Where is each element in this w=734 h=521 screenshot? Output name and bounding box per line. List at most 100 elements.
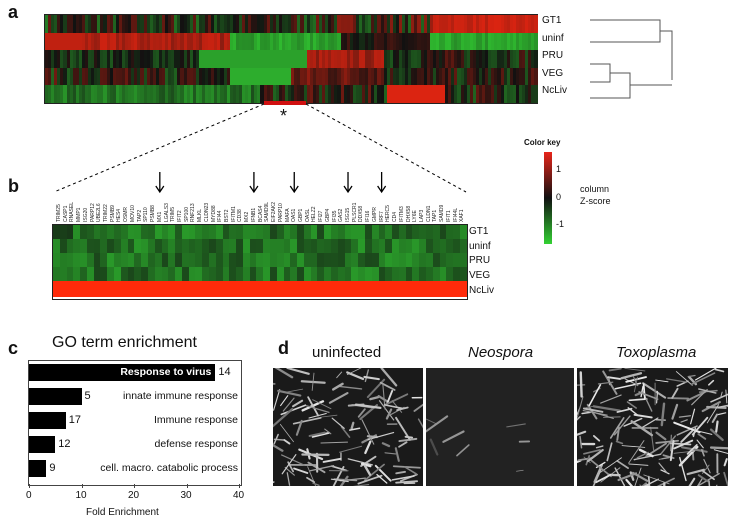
heatmap-cell [134, 15, 138, 33]
heatmap-cell [143, 32, 147, 51]
heatmap-cell [368, 15, 372, 33]
heatmap-cell [134, 267, 142, 281]
heatmap-cell [408, 85, 412, 103]
heatmap-cell [439, 85, 443, 103]
heatmap-cell [214, 32, 218, 51]
heatmap-cell [93, 281, 101, 297]
heatmap-cell [472, 15, 476, 33]
gene-label: RNF213 [190, 203, 197, 222]
heatmap-cell [432, 239, 440, 253]
fluorescent-cell [273, 443, 284, 452]
cluster-highlight-bar [264, 101, 306, 105]
heatmap-cell [254, 32, 258, 51]
heatmap-cell [66, 281, 74, 297]
heatmap-a-row [45, 67, 538, 86]
heatmap-a-row [45, 85, 538, 103]
fluorescent-cell [671, 403, 679, 420]
heatmap-cell [215, 253, 223, 267]
heatmap-cell [343, 50, 347, 68]
heatmap-cell [78, 15, 82, 33]
heatmap-cell [91, 85, 95, 103]
heatmap-cell [217, 85, 221, 103]
heatmap-cell [500, 85, 504, 103]
heatmap-cell [275, 67, 279, 86]
heatmap-cell [175, 281, 182, 297]
heatmap-cell [346, 50, 350, 68]
heatmap-cell [497, 67, 501, 86]
heatmap-cell [107, 281, 115, 297]
heatmap-cell [442, 50, 446, 68]
heatmap-cell [457, 15, 461, 33]
heatmap-cell [425, 253, 433, 267]
heatmap-cell [188, 281, 196, 297]
heatmap-cell [189, 67, 193, 86]
heatmap-cell [309, 67, 313, 86]
fluorescent-cell [679, 456, 687, 482]
heatmap-cell [254, 67, 258, 86]
heatmap-cell [51, 67, 55, 86]
heatmap-cell [60, 67, 64, 86]
heatmap-cell [331, 281, 338, 297]
fluorescent-cell [597, 381, 614, 385]
fluorescent-cell [380, 368, 398, 387]
heatmap-cell [115, 50, 119, 68]
fluorescent-cell [621, 445, 646, 448]
gene-label: XAF1 [459, 209, 466, 222]
heatmap-cell [177, 50, 181, 68]
heatmap-cell [283, 281, 291, 297]
down-arrow-icon [289, 172, 299, 194]
heatmap-cell [491, 15, 495, 33]
heatmap-cell [317, 267, 325, 281]
heatmap-cell [270, 281, 277, 297]
heatmap-cell [266, 15, 270, 33]
heatmap-cell [177, 15, 181, 33]
heatmap-cell [469, 67, 473, 86]
heatmap-cell [134, 85, 138, 103]
fluorescent-cell [600, 394, 622, 404]
heatmap-cell [275, 50, 279, 68]
heatmap-cell [195, 50, 199, 68]
heatmap-cell [149, 15, 153, 33]
heatmap-cell [181, 225, 189, 239]
fluorescent-cell [273, 382, 276, 385]
heatmap-cell [202, 253, 209, 267]
heatmap-cell [324, 225, 332, 239]
heatmap-cell [249, 267, 257, 281]
heatmap-cell [466, 50, 470, 68]
heatmap-cell [181, 267, 189, 281]
heatmap-cell [57, 32, 61, 51]
heatmap-cell [459, 239, 467, 253]
heatmap-cell [100, 32, 104, 51]
heatmap-cell [88, 15, 92, 33]
heatmap-cell [275, 85, 279, 103]
heatmap-cell [112, 85, 116, 103]
fluorescent-cell [641, 482, 648, 486]
heatmap-cell [57, 50, 61, 68]
heatmap-cell [331, 239, 338, 253]
heatmap-cell [80, 267, 87, 281]
heatmap-cell [75, 85, 79, 103]
heatmap-cell [141, 253, 148, 267]
heatmap-cell [331, 32, 335, 51]
heatmap-cell [389, 15, 393, 33]
heatmap-cell [256, 253, 264, 267]
heatmap-cell [152, 15, 156, 33]
heatmap-cell [377, 32, 381, 51]
fluorescent-cell [292, 416, 322, 425]
heatmap-cell [337, 67, 341, 86]
heatmap-cell [417, 67, 421, 86]
fluorescent-cell [392, 465, 421, 469]
fluorescent-cell [615, 440, 624, 445]
heatmap-cell [412, 267, 420, 281]
heatmap-cell [73, 281, 81, 297]
heatmap-cell [174, 67, 178, 86]
fluorescent-cell [328, 392, 349, 404]
heatmap-cell [80, 239, 87, 253]
heatmap-cell [263, 50, 267, 68]
heatmap-cell [100, 85, 104, 103]
fluorescent-cell [671, 387, 679, 399]
fluorescent-cell [338, 445, 363, 453]
heatmap-cell [165, 85, 169, 103]
heatmap-cell [245, 50, 249, 68]
heatmap-cell [297, 239, 304, 253]
